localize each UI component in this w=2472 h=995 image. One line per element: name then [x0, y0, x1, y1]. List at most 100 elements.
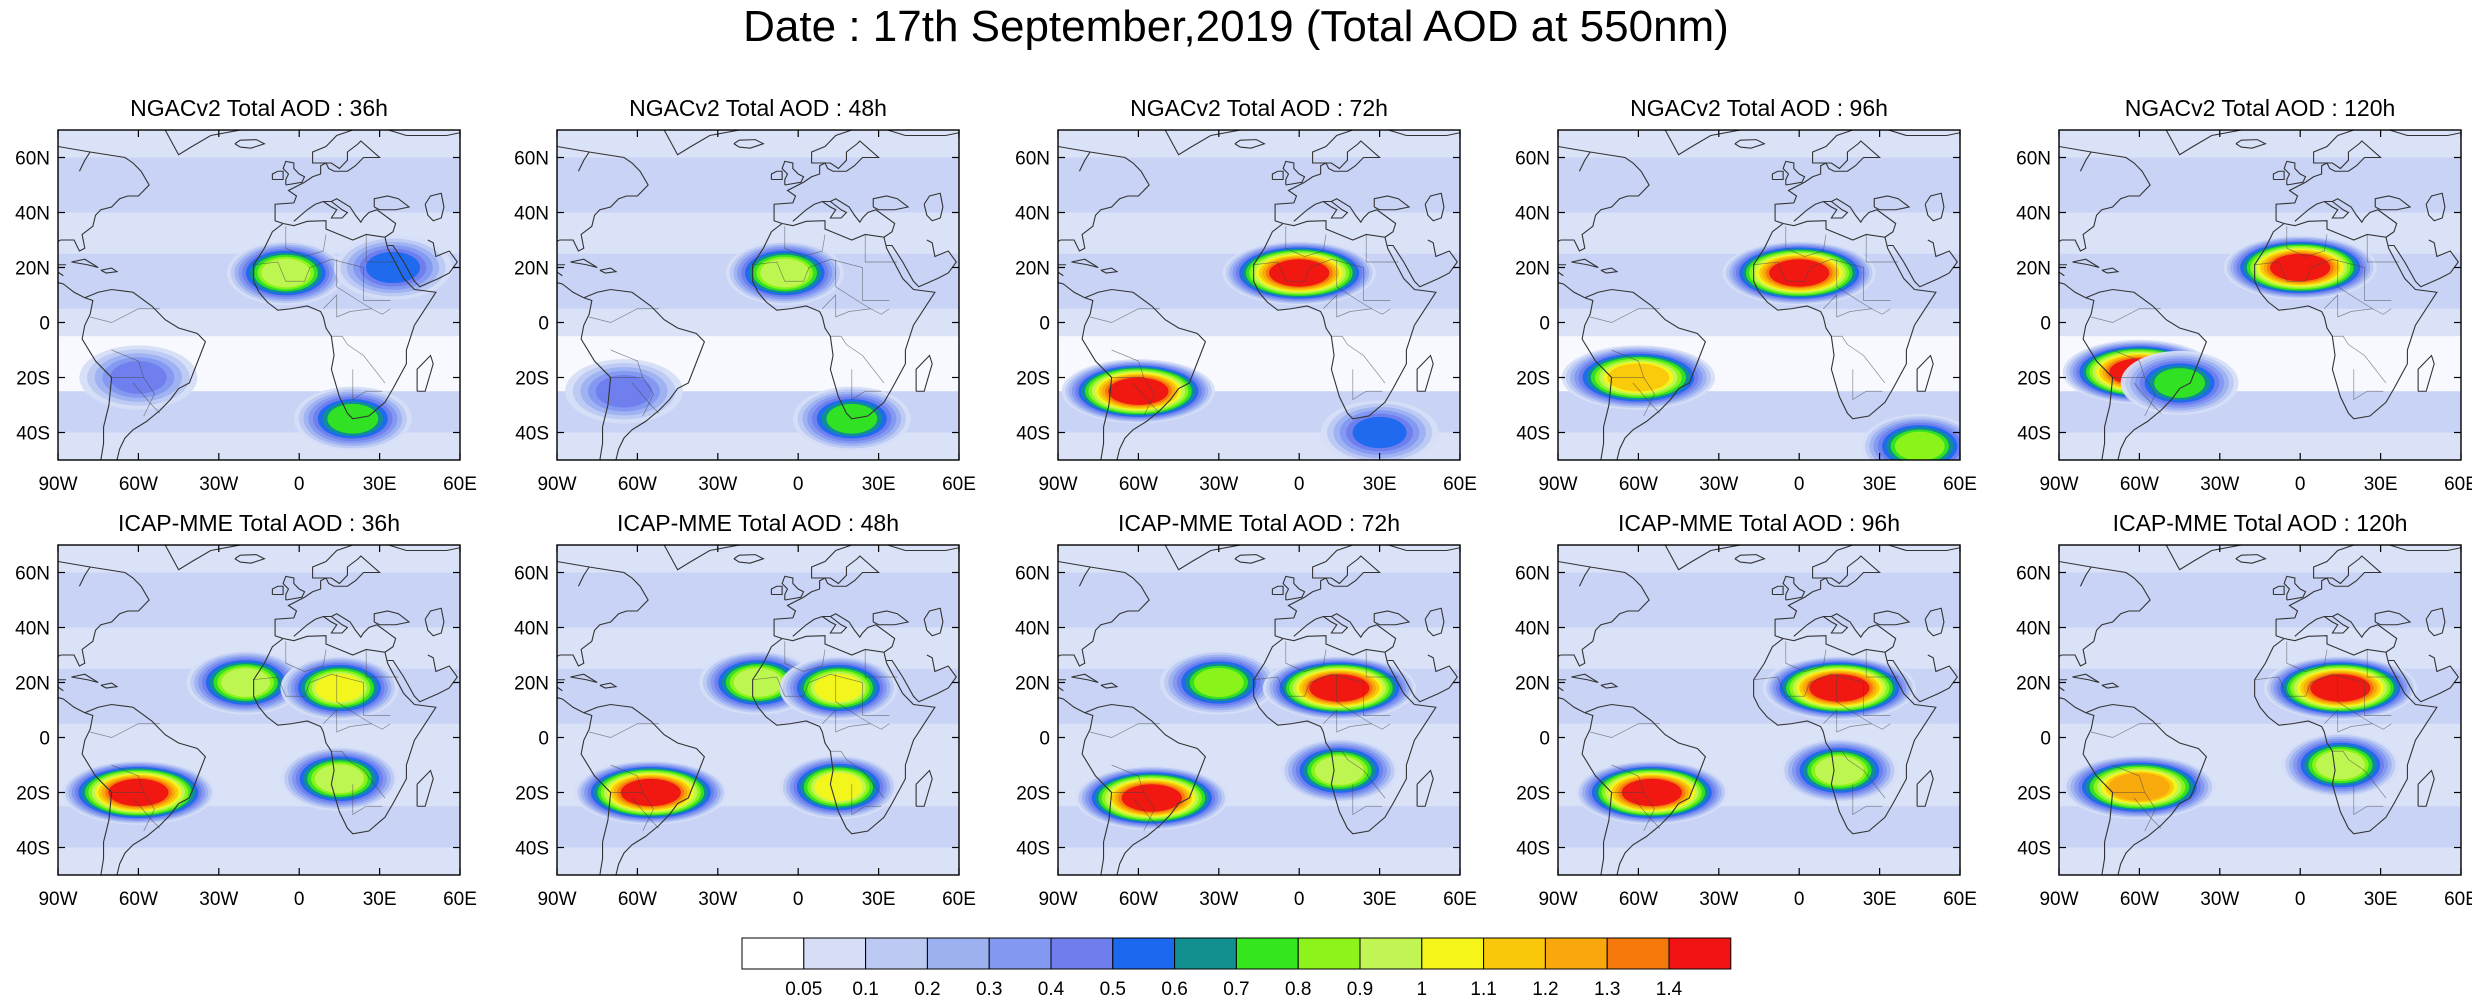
- x-tick-label: 0: [294, 889, 305, 910]
- x-tick-label: 90W: [38, 889, 77, 910]
- coastline: [164, 130, 241, 156]
- country-border: [111, 792, 155, 832]
- coastline: [58, 264, 67, 277]
- coastline: [387, 654, 459, 703]
- country-border: [610, 764, 644, 793]
- coastline: [1234, 139, 1266, 149]
- country-border: [1611, 349, 1645, 378]
- colorbar-label: 1.1: [1470, 979, 1496, 995]
- colorbar-cell: [865, 937, 928, 970]
- coastline: [1416, 354, 1434, 392]
- aod-contour: [620, 778, 681, 807]
- country-border: [1632, 797, 1661, 829]
- country-border: [1836, 674, 1891, 730]
- coastline: [1293, 615, 1349, 637]
- colorbar-label: 1.3: [1594, 979, 1620, 995]
- coastline: [781, 160, 805, 186]
- coastline: [599, 267, 618, 274]
- y-tick-label: 60N: [2016, 149, 2051, 170]
- aod-background-band: [58, 723, 460, 752]
- y-tick-label: 40N: [514, 204, 549, 225]
- figure-title: Date : 17th September,2019 (Total AOD at…: [743, 2, 1729, 51]
- map-frame: [1557, 129, 1961, 461]
- country-border: [331, 335, 386, 384]
- y-tick-label: 40S: [2017, 839, 2051, 860]
- x-tick-label: 60E: [1943, 889, 1977, 910]
- coastline: [2072, 258, 2100, 269]
- coastline: [773, 545, 959, 640]
- coastline: [1916, 354, 1934, 392]
- coastline: [164, 545, 241, 571]
- coastline: [557, 239, 585, 299]
- country-border: [111, 764, 145, 793]
- y-tick-label: 60N: [15, 149, 50, 170]
- aod-contour: [1314, 756, 1364, 785]
- x-tick-label: 60W: [1119, 474, 1158, 495]
- aod-background-band: [58, 545, 460, 573]
- coastline: [886, 239, 958, 288]
- coastline: [416, 354, 434, 392]
- country-border: [2337, 674, 2392, 730]
- coastline: [1293, 200, 1349, 222]
- coastline: [1924, 192, 1945, 222]
- country-border: [253, 673, 391, 716]
- aod-field: [557, 130, 959, 460]
- y-tick-label: 40S: [515, 839, 549, 860]
- aod-background-band: [1058, 545, 1460, 573]
- coastline: [752, 635, 936, 835]
- coastline: [557, 264, 566, 277]
- aod-background-band: [557, 157, 959, 213]
- coastline: [872, 195, 910, 211]
- y-tick-label: 20N: [2016, 674, 2051, 695]
- coastline: [1578, 151, 1591, 172]
- country-border: [365, 234, 399, 263]
- aod-contour: [2315, 750, 2365, 780]
- coastline: [781, 575, 805, 601]
- country-border: [830, 335, 885, 384]
- y-tick-label: 20S: [16, 369, 50, 390]
- y-tick-label: 40N: [1015, 204, 1050, 225]
- coastline: [752, 220, 936, 420]
- country-border: [2337, 259, 2392, 315]
- coastline: [2059, 560, 2151, 667]
- aod-contour: [1621, 778, 1682, 807]
- coastline: [2079, 151, 2092, 172]
- country-border: [851, 369, 882, 401]
- country-border: [336, 674, 391, 730]
- coastline: [331, 613, 397, 653]
- coastline: [792, 615, 848, 637]
- country-border: [1590, 308, 1660, 323]
- country-border: [2366, 234, 2400, 263]
- coastline: [2374, 195, 2412, 211]
- coastline: [2417, 354, 2435, 392]
- country-border: [2324, 709, 2373, 733]
- coastline: [1558, 239, 1586, 299]
- y-tick-label: 20S: [1016, 369, 1050, 390]
- x-tick-label: 30W: [698, 889, 737, 910]
- country-border: [1352, 784, 1383, 816]
- aod-field: [557, 545, 959, 875]
- coastline: [792, 200, 848, 222]
- aod-background-band: [557, 723, 959, 752]
- coastline: [1387, 239, 1459, 288]
- y-tick-label: 20N: [1015, 259, 1050, 280]
- country-border: [2112, 764, 2146, 793]
- coastline: [1734, 554, 1766, 564]
- coastline: [331, 198, 397, 238]
- coastline: [1558, 560, 1650, 667]
- coastline: [599, 682, 618, 689]
- y-tick-label: 60N: [514, 564, 549, 585]
- country-border: [2286, 641, 2328, 672]
- aod-contour: [315, 673, 364, 703]
- coastline: [733, 554, 765, 564]
- colorbar-label: 0.05: [785, 979, 822, 995]
- coastline: [1058, 654, 1086, 714]
- aod-field: [58, 545, 460, 875]
- x-tick-label: 30W: [199, 474, 238, 495]
- country-border: [822, 294, 871, 318]
- aod-background-band: [1058, 572, 1460, 628]
- map-frame: [1057, 129, 1461, 461]
- coastline: [2294, 200, 2350, 222]
- coastline: [1600, 682, 1619, 689]
